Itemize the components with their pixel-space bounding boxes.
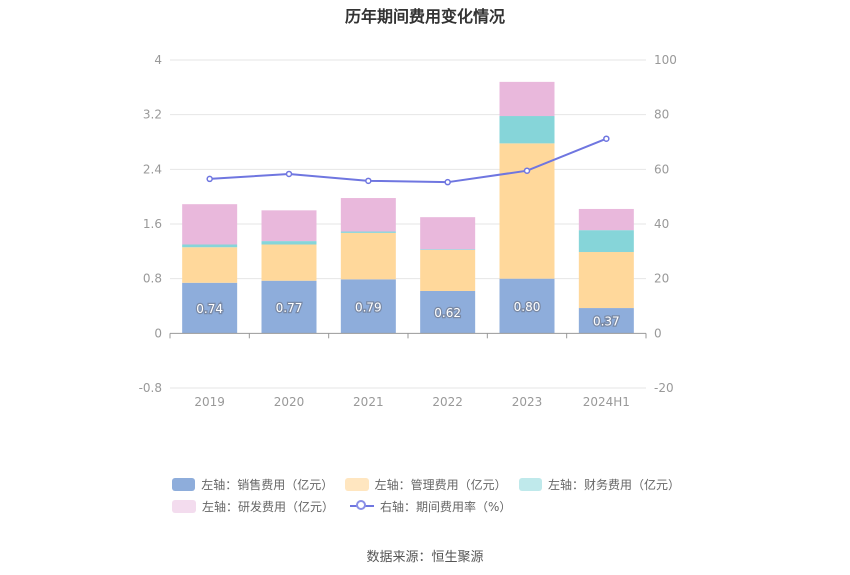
legend: 左轴：销售费用（亿元） 左轴：管理费用（亿元） 左轴：财务费用（亿元） 左轴：研… (172, 473, 692, 517)
rate-line-path (209, 137, 607, 184)
bar-segment (340, 279, 396, 334)
bar-segment (261, 280, 317, 334)
y-right-tick-label: 60 (654, 162, 669, 176)
bar-segment (182, 244, 238, 248)
bar-segment (578, 308, 634, 334)
y-left-tick-label: 0.8 (143, 272, 162, 286)
rate-line-point (444, 178, 451, 186)
bar-value-label: 0.74 (196, 302, 223, 316)
grid-lines (170, 59, 646, 389)
bar-segment (182, 247, 238, 283)
bar-segment (182, 204, 238, 245)
y-left-tick-label: 4 (154, 53, 162, 67)
bar-segment (420, 249, 476, 250)
legend-label-sales: 左轴：销售费用（亿元） (201, 477, 334, 492)
legend-label-admin: 左轴：管理费用（亿元） (374, 477, 507, 492)
legend-label-rnd: 左轴：研发费用（亿元） (202, 499, 335, 514)
legend-swatch-sales (172, 477, 196, 491)
y-right-tick-label: 40 (654, 217, 669, 231)
legend-item-admin[interactable]: 左轴：管理费用（亿元） (345, 476, 507, 493)
legend-swatch-finance (518, 477, 542, 491)
bar-segment (578, 230, 634, 253)
bar-value-label: 0.79 (355, 300, 382, 314)
y-right-tick-label: 20 (654, 272, 669, 286)
y-right-tick-label: 80 (654, 108, 669, 122)
rate-line (206, 135, 610, 186)
bar-segment (340, 231, 396, 233)
bar-segment (499, 278, 555, 334)
bar-segment (499, 116, 555, 144)
bar-segment (182, 282, 238, 334)
y-left-tick-label: 1.6 (143, 217, 162, 231)
rate-line-point (523, 167, 531, 174)
legend-label-finance: 左轴：财务费用（亿元） (547, 477, 680, 492)
source-note: 数据来源：恒生聚源 (366, 550, 484, 565)
bar-value-label: 0.62 (434, 306, 461, 320)
bar-value-label: 0.77 (276, 301, 303, 315)
bar-segment (420, 290, 476, 334)
bar-segment (261, 244, 317, 281)
rate-line-point (285, 170, 293, 178)
legend-swatch-rnd (172, 499, 196, 513)
x-tick-label: 2019 (194, 395, 225, 409)
y-right-tick-label: 0 (654, 326, 662, 340)
chart-title: 历年期间费用变化情况 (344, 7, 505, 26)
legend-line-icon (350, 499, 375, 513)
x-tick-label: 2024H1 (583, 395, 630, 409)
bar-segment (420, 217, 476, 250)
rate-line-point (206, 175, 213, 183)
bar-segment (340, 232, 396, 280)
y-left-tick-label: 3.2 (143, 108, 162, 122)
y-left-tick-label: -0.8 (139, 381, 162, 395)
legend-item-rate[interactable]: 右轴：期间费用率（%） (350, 498, 511, 515)
bars: 0.74 0.77 0.79 0.62 0.80 0.37 (182, 81, 634, 334)
bar-segment (499, 81, 555, 117)
bar-segment (499, 143, 555, 279)
axes: 4 100 3.2 80 2.4 60 1.6 40 0.8 20 0 0 -0.8 -20 2019 202… (139, 53, 677, 409)
bar-segment (261, 210, 317, 242)
y-right-tick-label: 100 (654, 53, 677, 67)
x-tick-label: 2020 (274, 395, 305, 409)
x-tick-label: 2022 (432, 395, 463, 409)
legend-swatch-admin (345, 477, 369, 491)
bar-segment (420, 249, 476, 291)
bar-segment (340, 198, 396, 232)
bar-segment (578, 208, 634, 231)
x-tick-label: 2021 (353, 395, 384, 409)
y-left-tick-label: 2.4 (143, 162, 162, 176)
legend-item-sales[interactable]: 左轴：销售费用（亿元） (172, 476, 334, 493)
bar-value-label: 0.37 (593, 315, 620, 329)
y-right-tick-label: -20 (654, 381, 674, 395)
legend-item-finance[interactable]: 左轴：财务费用（亿元） (518, 476, 680, 493)
legend-item-rnd[interactable]: 左轴：研发费用（亿元） (172, 498, 334, 515)
bar-segment (261, 241, 317, 245)
x-tick-label: 2023 (512, 395, 543, 409)
rate-line-point (603, 135, 610, 142)
bar-segment (578, 252, 634, 309)
y-left-tick-label: 0 (154, 326, 162, 340)
bar-value-label: 0.80 (514, 300, 541, 314)
legend-label-rate: 右轴：期间费用率（%） (380, 499, 512, 514)
rate-line-point (365, 177, 372, 185)
